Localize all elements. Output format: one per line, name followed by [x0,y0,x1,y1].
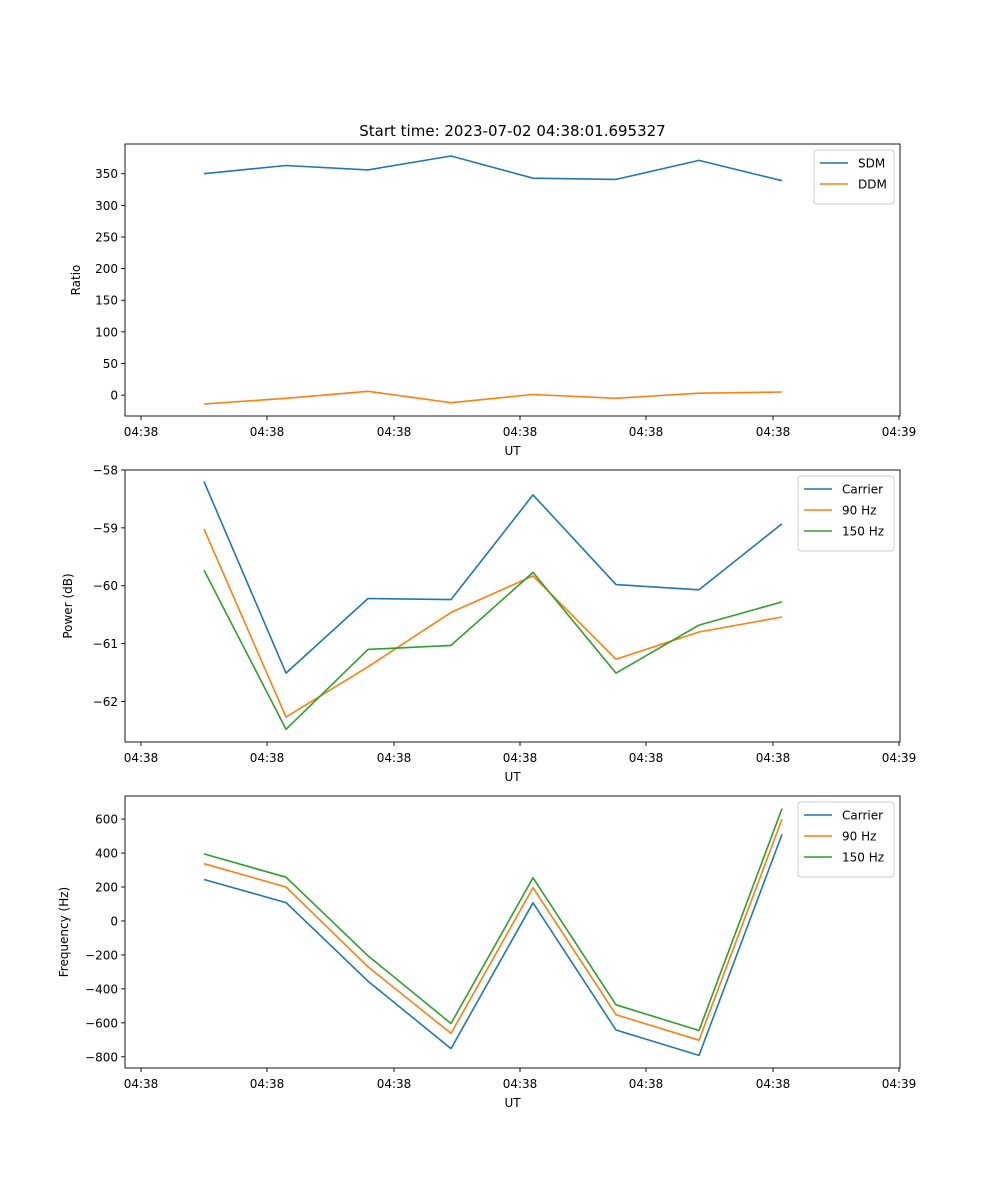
y-tick-label: 150 [95,294,118,308]
x-tick-label: 04:38 [124,751,159,765]
x-tick-label: 04:38 [377,1077,412,1091]
y-tick-label: 100 [95,325,118,339]
x-tick-label: 04:38 [250,1077,285,1091]
x-tick-label: 04:38 [250,425,285,439]
y-tick-label: 300 [95,199,118,213]
x-tick-label: 04:38 [756,751,791,765]
x-tick-label: 04:38 [629,425,664,439]
y-tick-label: 400 [95,847,118,861]
series-line-150-hz [203,808,783,1032]
series-line-carrier [203,481,783,674]
legend-box [797,475,895,552]
x-tick-label: 04:39 [882,425,917,439]
y-tick-label: 0 [110,389,118,403]
plot-frame [124,469,901,743]
legend-label: Carrier [842,809,883,823]
y-tick-label: −61 [93,637,118,651]
legend-label: 90 Hz [842,504,876,518]
series-line-90-hz [203,818,783,1041]
y-tick-label: −58 [93,464,118,478]
y-tick-label: −600 [85,1016,118,1030]
plot-frame [124,795,901,1069]
y-tick-label: −59 [93,521,118,535]
x-tick-label: 04:39 [882,751,917,765]
legend-label: DDM [858,178,887,192]
x-tick-label: 04:38 [629,751,664,765]
x-axis-label: UT [504,444,521,458]
y-tick-label: 600 [95,813,118,827]
y-tick-label: −400 [85,982,118,996]
x-tick-label: 04:38 [124,1077,159,1091]
y-tick-label: 200 [95,262,118,276]
y-tick-label: 0 [110,914,118,928]
x-tick-label: 04:38 [503,1077,538,1091]
y-tick-label: 50 [103,357,118,371]
y-axis-label: Frequency (Hz) [57,887,71,978]
x-tick-label: 04:39 [882,1077,917,1091]
legend-label: 150 Hz [842,851,884,865]
y-tick-label: −62 [93,695,118,709]
y-axis-label: Ratio [69,265,83,296]
plot-frame [124,143,901,417]
x-tick-label: 04:38 [629,1077,664,1091]
legend-label: 150 Hz [842,525,884,539]
y-tick-label: 200 [95,881,118,895]
legend: Carrier 90 Hz 150 Hz [797,801,895,878]
legend-label: 90 Hz [842,830,876,844]
x-tick-label: 04:38 [503,751,538,765]
legend-label: SDM [858,157,885,171]
y-tick-label: −60 [93,579,118,593]
y-axis-label: Power (dB) [61,573,75,638]
series-line-sdm [203,155,783,182]
chart-panel-1: Start time: 2023-07-02 04:38:01.695327 04… [69,122,916,458]
x-axis-label: UT [504,770,521,784]
y-tick-label: −800 [85,1050,118,1064]
series-line-carrier [203,834,783,1057]
x-axis-label: UT [504,1096,521,1110]
y-tick-label: −200 [85,948,118,962]
x-tick-label: 04:38 [756,425,791,439]
legend-box [797,801,895,878]
series-line-150-hz [203,569,783,731]
chart-panel-2: 04:38 04:38 04:38 04:38 04:38 04:38 04:39 −62 −6… [61,464,916,785]
legend: SDM DDM [813,149,895,205]
x-tick-label: 04:38 [377,425,412,439]
y-tick-label: 350 [95,167,118,181]
series-line-ddm [203,390,783,405]
legend-label: Carrier [842,483,883,497]
y-tick-label: 250 [95,230,118,244]
series-line-90-hz [203,528,783,718]
x-tick-label: 04:38 [377,751,412,765]
chart-panel-3: 04:38 04:38 04:38 04:38 04:38 04:38 04:39 −800 −… [57,795,917,1110]
legend: Carrier 90 Hz 150 Hz [797,475,895,552]
x-tick-label: 04:38 [250,751,285,765]
x-tick-label: 04:38 [756,1077,791,1091]
chart-title: Start time: 2023-07-02 04:38:01.695327 [359,122,665,140]
x-tick-label: 04:38 [124,425,159,439]
x-tick-label: 04:38 [503,425,538,439]
